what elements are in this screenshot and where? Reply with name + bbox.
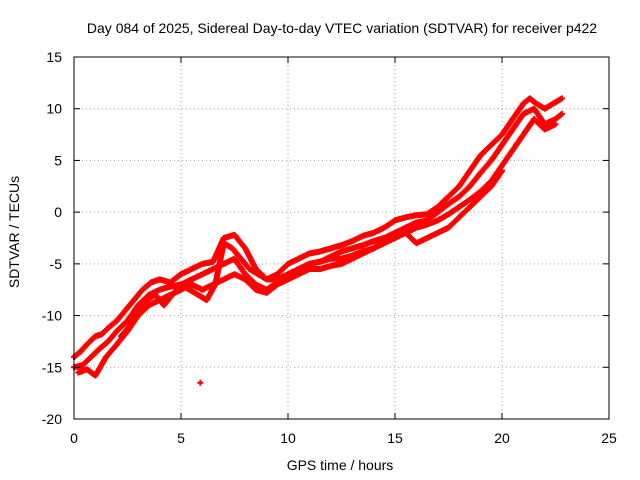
plot-frame [73,56,610,420]
x-tick-label: 20 [494,430,510,446]
x-tick-label: 25 [601,430,617,446]
axis-ticks [73,56,610,420]
data-point [499,167,505,174]
series-isolated-point [197,379,204,386]
x-tick-label: 10 [280,430,296,446]
data-point [552,121,559,128]
y-tick-label: -15 [42,359,62,375]
y-tick-label: 5 [54,152,62,168]
x-tick-label: 5 [177,430,185,446]
data-point [558,110,565,117]
chart-title: Day 084 of 2025, Sidereal Day-to-day VTE… [87,20,597,36]
y-axis-label: SDTVAR / TECUs [6,176,22,288]
series-track-d [118,167,505,340]
y-tick-label: -10 [42,308,62,324]
x-tick-label: 15 [387,430,403,446]
series-track-a [71,95,565,360]
y-tick-label: -20 [42,411,62,427]
y-tick-label: -5 [50,256,63,272]
tick-labels: 0 5 10 15 20 25 -20 -15 -10 -5 0 5 10 15 [42,49,617,446]
data-layer [71,95,565,386]
x-tick-label: 0 [70,430,78,446]
data-point [558,95,565,102]
y-tick-label: 15 [46,49,62,65]
y-tick-label: 10 [46,101,62,117]
y-tick-label: 0 [54,204,62,220]
x-axis-label: GPS time / hours [287,457,394,473]
data-point [197,379,204,386]
